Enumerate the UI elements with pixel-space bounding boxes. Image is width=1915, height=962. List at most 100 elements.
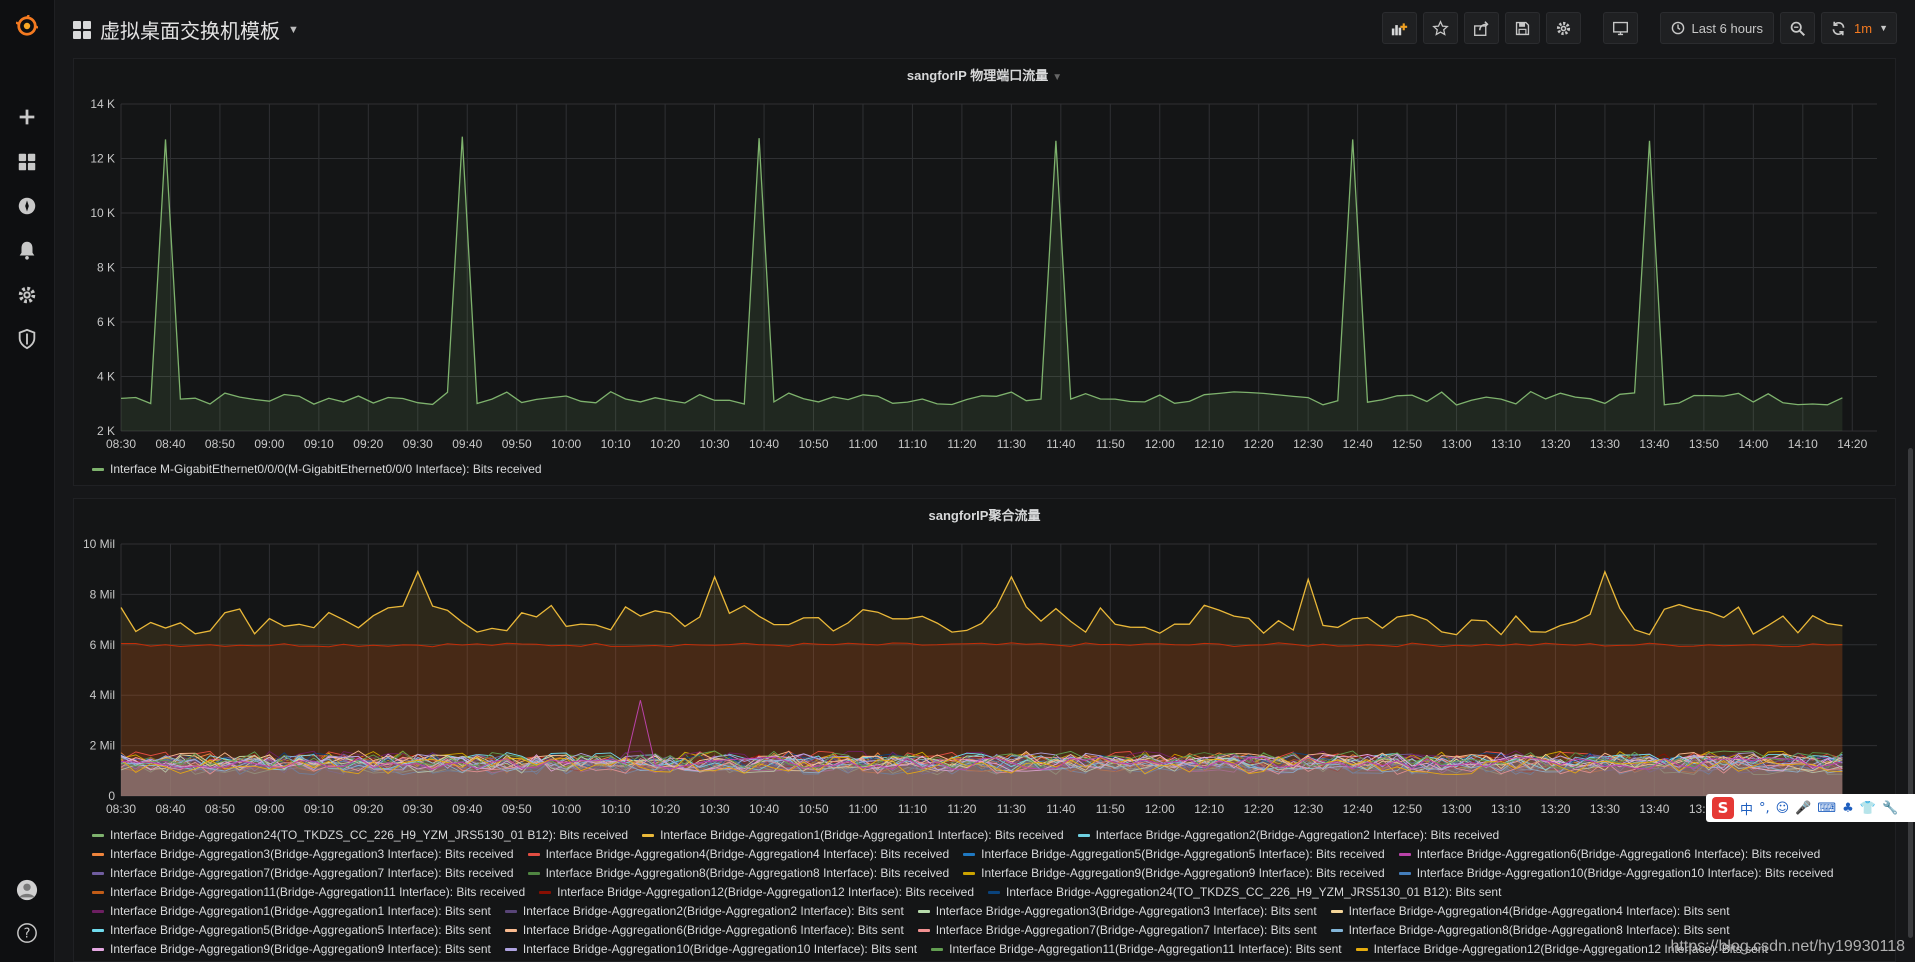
panel-title[interactable]: sangforIP 物理端口流量 ▼ <box>906 68 1063 83</box>
x-tick-label: 08:50 <box>205 437 235 451</box>
legend-item[interactable]: Interface Bridge-Aggregation4(Bridge-Agg… <box>527 845 949 864</box>
legend-item[interactable]: Interface Bridge-Aggregation3(Bridge-Agg… <box>92 845 514 864</box>
legend-item[interactable]: Interface Bridge-Aggregation4(Bridge-Agg… <box>1330 902 1730 921</box>
x-tick-label: 13:40 <box>1639 802 1669 816</box>
y-tick-label: 12 K <box>90 152 115 166</box>
help-icon[interactable]: ? <box>13 919 41 947</box>
dashboard-settings-button[interactable] <box>1546 12 1582 44</box>
x-tick-label: 14:10 <box>1788 437 1818 451</box>
legend-swatch <box>92 891 104 895</box>
x-tick-label: 12:00 <box>1145 437 1175 451</box>
legend-item[interactable]: Interface Bridge-Aggregation12(Bridge-Ag… <box>1355 940 1768 959</box>
legend-item[interactable]: Interface Bridge-Aggregation2(Bridge-Agg… <box>1077 826 1499 845</box>
legend-swatch <box>92 468 104 472</box>
share-icon <box>1474 20 1490 36</box>
legend-item[interactable]: Interface Bridge-Aggregation2(Bridge-Agg… <box>504 902 904 921</box>
server-admin-shield-icon[interactable] <box>13 325 41 353</box>
x-tick-label: 09:40 <box>452 802 482 816</box>
alerting-bell-icon[interactable] <box>13 236 41 264</box>
x-tick-label: 11:00 <box>848 802 877 816</box>
legend-item[interactable]: Interface Bridge-Aggregation9(Bridge-Agg… <box>92 940 491 959</box>
legend-item[interactable]: Interface M-GigabitEthernet0/0/0(M-Gigab… <box>92 460 542 479</box>
legend-item[interactable]: Interface Bridge-Aggregation24(TO_TKDZS_… <box>988 883 1501 902</box>
legend-label: Interface Bridge-Aggregation1(Bridge-Agg… <box>110 904 491 918</box>
series-area <box>121 753 1843 796</box>
legend-item[interactable]: Interface Bridge-Aggregation5(Bridge-Agg… <box>963 845 1385 864</box>
legend-item[interactable]: Interface Bridge-Aggregation7(Bridge-Agg… <box>917 921 1317 940</box>
microphone-icon[interactable]: 🎤 <box>1795 800 1812 816</box>
x-tick-label: 13:10 <box>1491 802 1521 816</box>
zoom-out-icon <box>1790 21 1806 36</box>
legend-item[interactable]: Interface Bridge-Aggregation11(Bridge-Ag… <box>931 940 1342 959</box>
dashboards-icon[interactable] <box>13 148 41 176</box>
legend-item[interactable]: Interface Bridge-Aggregation10(Bridge-Ag… <box>1398 864 1834 883</box>
punctuation-icon[interactable]: °, <box>1759 800 1770 816</box>
skin-shirt-icon[interactable]: 👕 <box>1859 800 1877 816</box>
legend-label: Interface Bridge-Aggregation4(Bridge-Agg… <box>1348 904 1730 918</box>
panel-physical-port-traffic[interactable]: sangforIP 物理端口流量 ▼ 2 K 4 K 6 K 8 K 10 K 12 K 14… <box>73 58 1896 486</box>
create-plus-icon[interactable] <box>13 103 41 131</box>
page-scrollbar[interactable] <box>1908 448 1913 938</box>
series-area <box>121 757 1843 796</box>
dashboard-grid-icon <box>73 20 91 39</box>
configuration-gear-icon[interactable] <box>13 281 41 309</box>
panel-aggregation-traffic[interactable]: sangforIP聚合流量 0 2 Mil 4 Mil 6 Mil 8 Mil 10 Mi… <box>73 498 1896 962</box>
y-tick-label: 6 Mil <box>90 638 115 652</box>
legend-swatch <box>931 948 944 952</box>
keyboard-icon[interactable]: ⌨ <box>1817 800 1837 816</box>
x-tick-label: 11:00 <box>848 437 877 451</box>
user-icon[interactable]: ♣ <box>1842 800 1854 816</box>
series-area <box>121 757 1843 796</box>
wrench-icon[interactable]: 🔧 <box>1882 800 1899 816</box>
series-line <box>120 756 1843 775</box>
x-tick-label: 12:40 <box>1343 802 1373 816</box>
legend-label: Interface Bridge-Aggregation9(Bridge-Agg… <box>110 942 491 956</box>
cycle-view-mode-button[interactable] <box>1603 12 1639 44</box>
user-avatar-icon[interactable] <box>13 876 41 904</box>
star-dashboard-button[interactable] <box>1423 12 1459 44</box>
legend-item[interactable]: Interface Bridge-Aggregation3(Bridge-Agg… <box>917 902 1317 921</box>
time-range-picker[interactable]: Last 6 hours <box>1660 12 1775 44</box>
legend-item[interactable]: Interface Bridge-Aggregation6(Bridge-Agg… <box>504 921 904 940</box>
emoji-icon[interactable]: ☺ <box>1775 800 1790 816</box>
share-dashboard-button[interactable] <box>1464 12 1500 44</box>
legend-item[interactable]: Interface Bridge-Aggregation7(Bridge-Agg… <box>92 864 514 883</box>
legend-label: Interface Bridge-Aggregation11(Bridge-Ag… <box>110 885 526 899</box>
explore-compass-icon[interactable] <box>13 192 41 220</box>
legend-item[interactable]: Interface Bridge-Aggregation1(Bridge-Agg… <box>642 826 1064 845</box>
save-dashboard-button[interactable] <box>1505 12 1541 44</box>
legend-label: Interface M-GigabitEthernet0/0/0(M-Gigab… <box>110 462 542 476</box>
y-tick-label: 4 K <box>97 370 115 384</box>
ime-mode-label[interactable]: 中 <box>1740 802 1754 818</box>
legend-item[interactable]: Interface Bridge-Aggregation5(Bridge-Agg… <box>92 921 491 940</box>
add-panel-button[interactable] <box>1382 12 1418 44</box>
series-area <box>121 757 1843 796</box>
legend-label: Interface Bridge-Aggregation9(Bridge-Agg… <box>981 866 1385 880</box>
refresh-picker[interactable]: 1m ▼ <box>1821 12 1897 44</box>
ime-toolbar[interactable]: S 中 °, ☺ 🎤 ⌨ ♣ 👕 🔧 <box>1706 794 1915 822</box>
zoom-out-button[interactable] <box>1780 12 1816 44</box>
legend-item[interactable]: Interface Bridge-Aggregation11(Bridge-Ag… <box>92 883 525 902</box>
monitor-icon <box>1613 21 1629 35</box>
chart-legend: Interface Bridge-Aggregation24(TO_TKDZS_… <box>92 826 1885 959</box>
legend-item[interactable]: Interface Bridge-Aggregation6(Bridge-Agg… <box>1398 845 1820 864</box>
legend-item[interactable]: Interface Bridge-Aggregation1(Bridge-Agg… <box>92 902 491 921</box>
legend-item[interactable]: Interface Bridge-Aggregation8(Bridge-Agg… <box>527 864 949 883</box>
legend-swatch <box>527 853 540 857</box>
legend-item[interactable]: Interface Bridge-Aggregation9(Bridge-Agg… <box>963 864 1385 883</box>
svg-text:?: ? <box>24 927 31 942</box>
series-line <box>120 569 1843 636</box>
traffic-line-chart[interactable]: 2 K 4 K 6 K 8 K 10 K 12 K 14 K 08:30 08:40 08:50 0… <box>74 59 1897 487</box>
panel-title[interactable]: sangforIP聚合流量 <box>928 508 1041 523</box>
x-tick-label: 12:10 <box>1194 437 1224 451</box>
x-tick-label: 09:10 <box>304 437 334 451</box>
legend-item[interactable]: Interface Bridge-Aggregation12(Bridge-Ag… <box>539 883 974 902</box>
grafana-logo-icon[interactable] <box>13 12 41 40</box>
legend-item[interactable]: Interface Bridge-Aggregation8(Bridge-Agg… <box>1330 921 1730 940</box>
legend-label: Interface Bridge-Aggregation7(Bridge-Agg… <box>935 923 1317 937</box>
legend-item[interactable]: Interface Bridge-Aggregation24(TO_TKDZS_… <box>92 826 628 845</box>
aggregation-area-chart[interactable]: 0 2 Mil 4 Mil 6 Mil 8 Mil 10 Mil 08:30 08:40 08:… <box>74 499 1897 829</box>
x-tick-label: 11:50 <box>1096 437 1125 451</box>
legend-item[interactable]: Interface Bridge-Aggregation10(Bridge-Ag… <box>504 940 917 959</box>
dashboard-title-picker[interactable]: 虚拟桌面交换机模板 ▼ <box>72 15 299 44</box>
